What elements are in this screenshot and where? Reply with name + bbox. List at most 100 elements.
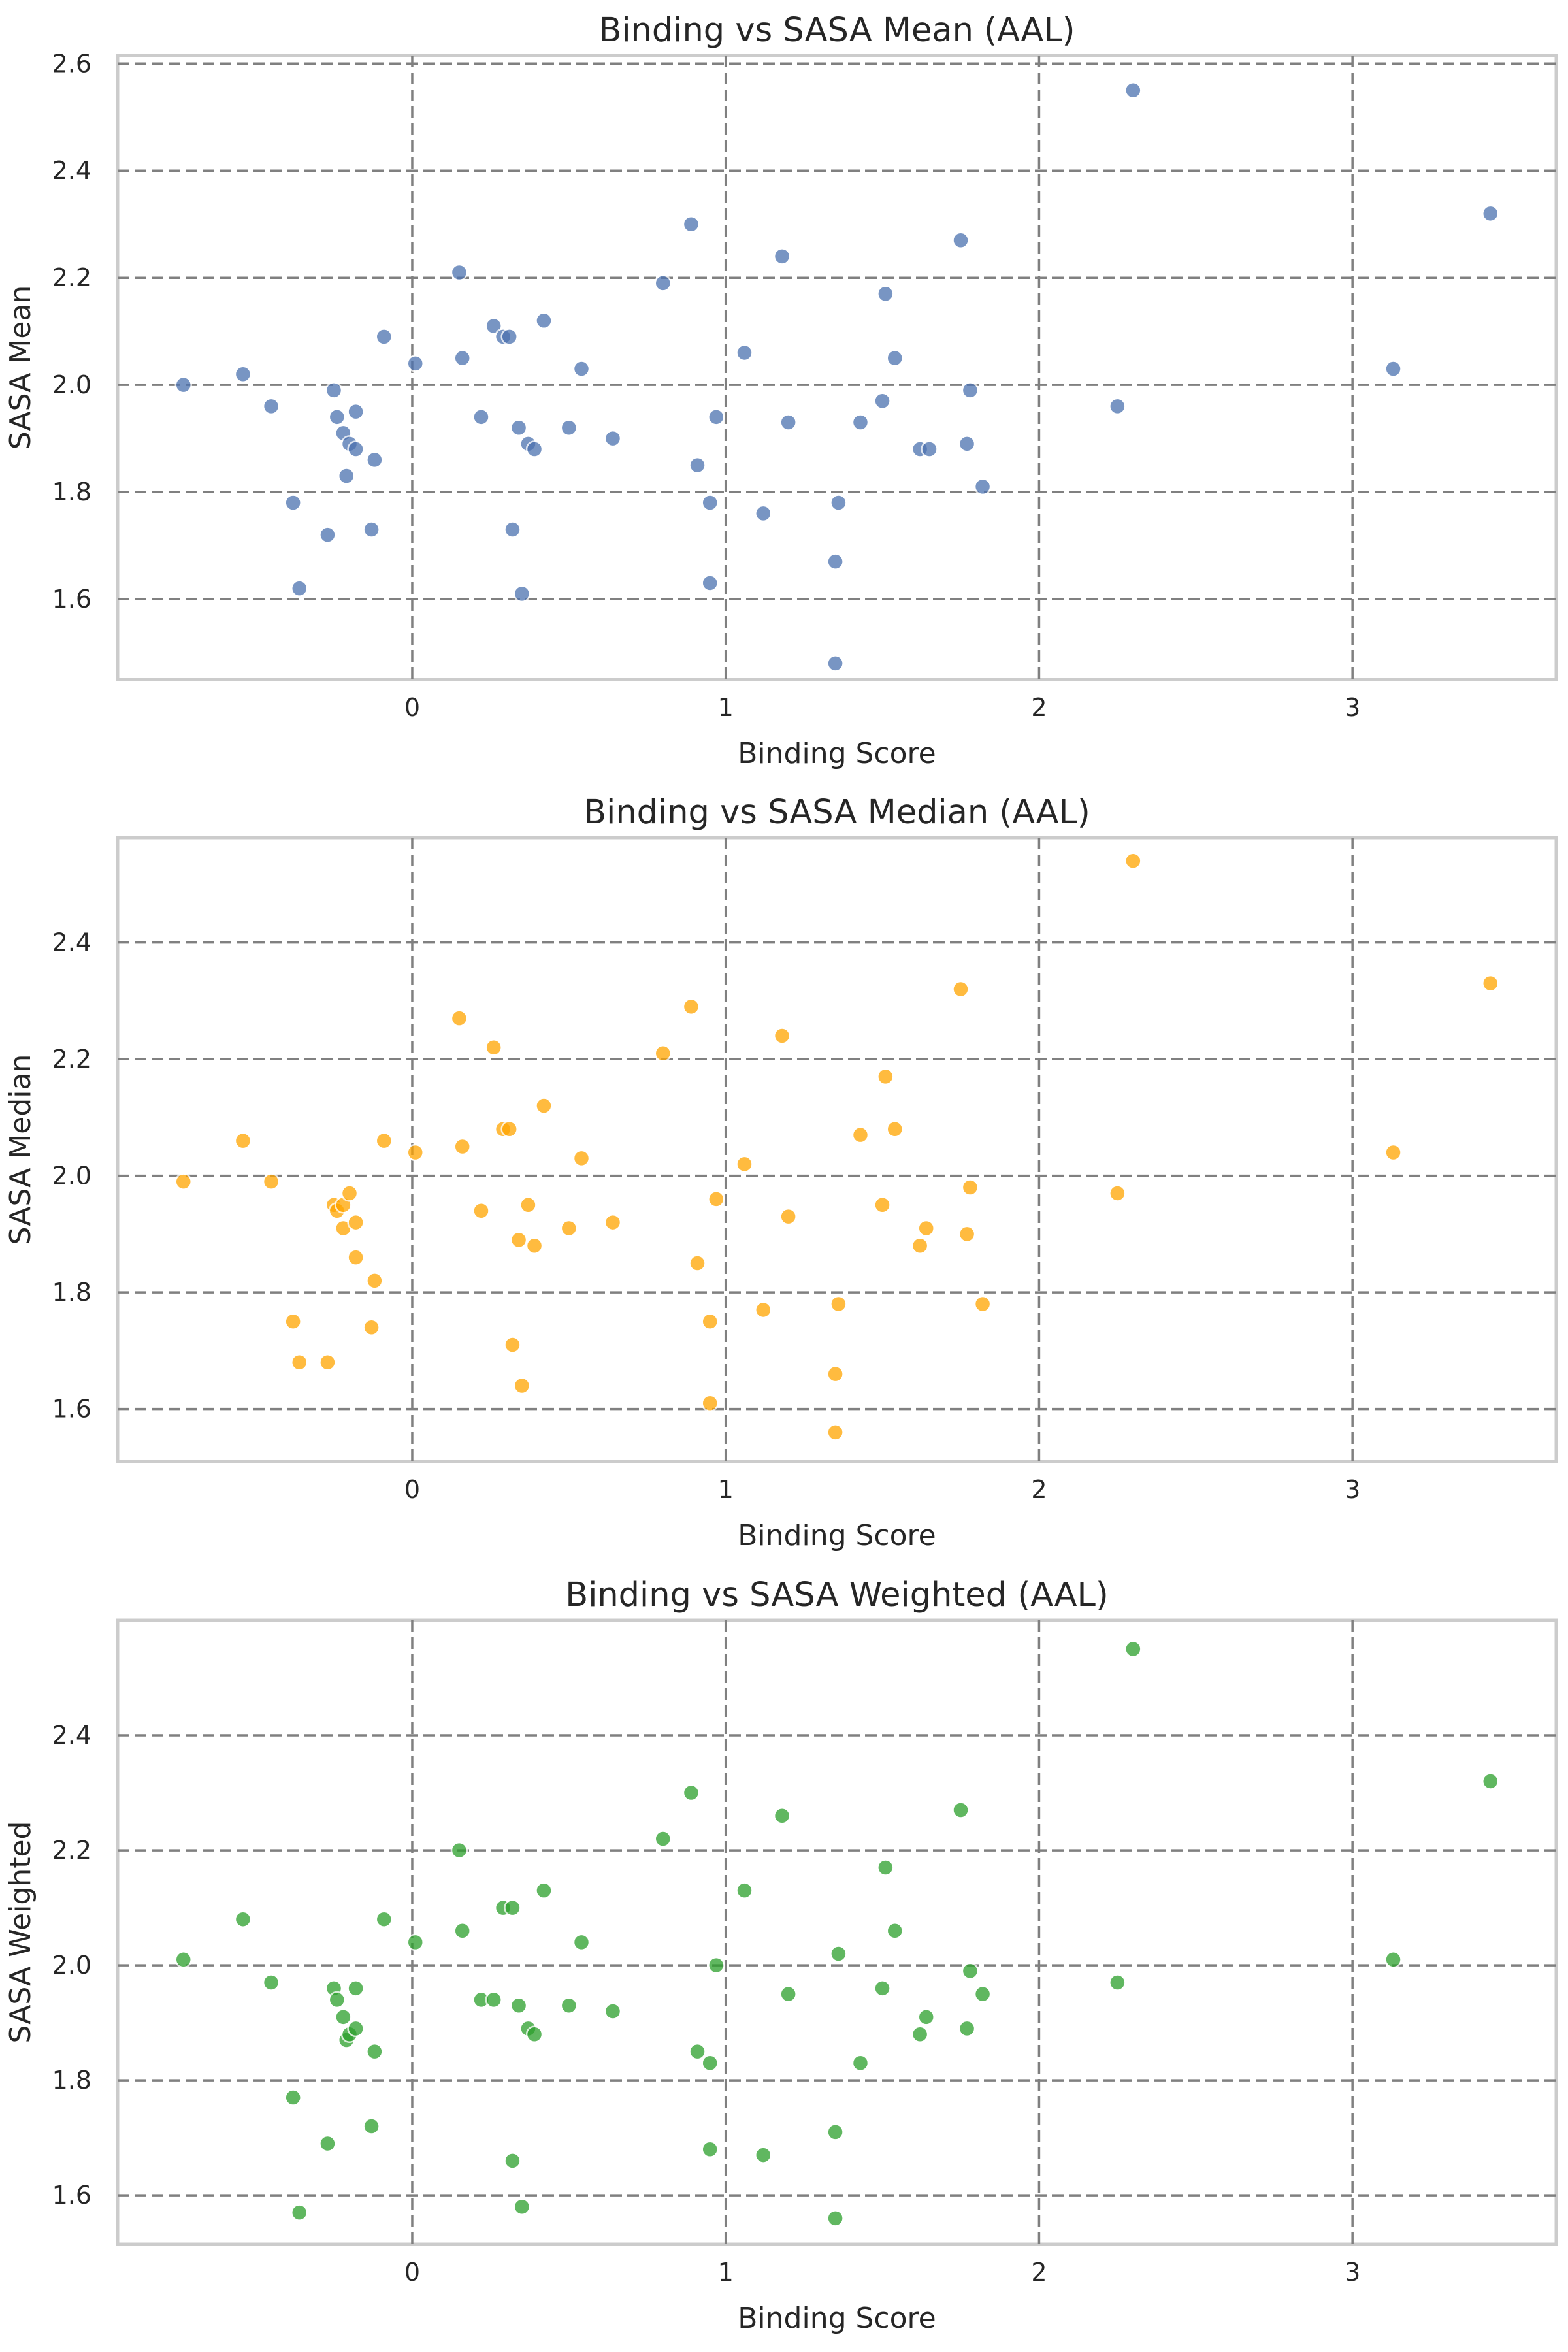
data-point bbox=[367, 452, 382, 468]
data-point bbox=[736, 1883, 752, 1899]
data-point bbox=[574, 361, 589, 377]
data-point bbox=[919, 1220, 934, 1236]
data-point bbox=[574, 1151, 589, 1166]
data-point bbox=[708, 1957, 724, 1973]
data-point bbox=[690, 457, 706, 473]
data-point bbox=[959, 1226, 975, 1242]
data-point bbox=[919, 2009, 934, 2025]
data-point bbox=[348, 1980, 364, 1996]
data-point bbox=[502, 329, 517, 344]
y-tick-label: 2.0 bbox=[52, 1951, 91, 1980]
x-tick-label: 2 bbox=[1031, 693, 1047, 722]
data-point bbox=[959, 436, 975, 451]
data-point bbox=[342, 1185, 357, 1201]
y-axis-label: SASA Median bbox=[4, 1054, 37, 1245]
data-point bbox=[774, 1808, 790, 1823]
panel-sasa-median: 0 1 2 3 1.6 1.8 2.0 2.2 2.4 Binding vs SASA Media… bbox=[4, 793, 1556, 1552]
data-point bbox=[176, 1952, 191, 1967]
data-point bbox=[514, 1378, 530, 1394]
data-point bbox=[367, 2044, 382, 2059]
data-point bbox=[702, 2055, 718, 2071]
data-point bbox=[830, 1296, 846, 1312]
data-point bbox=[364, 521, 380, 537]
data-point bbox=[364, 2119, 380, 2134]
data-point bbox=[828, 554, 843, 570]
data-point bbox=[286, 2090, 301, 2106]
data-point bbox=[853, 2055, 868, 2071]
data-point bbox=[702, 575, 718, 591]
chart-title: Binding vs SASA Mean (AAL) bbox=[598, 11, 1075, 50]
data-point bbox=[875, 1197, 890, 1213]
data-point bbox=[736, 345, 752, 361]
data-point bbox=[348, 1250, 364, 1266]
x-axis-label: Binding Score bbox=[738, 2302, 936, 2335]
data-point bbox=[176, 377, 191, 393]
data-point bbox=[504, 1337, 520, 1352]
data-point bbox=[853, 415, 868, 431]
plot-area bbox=[118, 1620, 1556, 2244]
y-axis-label: SASA Weighted bbox=[4, 1821, 37, 2044]
panel-sasa-mean: 0 1 2 3 1.6 1.8 2.0 2.2 2.4 2.6 Binding vs SASA Me… bbox=[4, 11, 1556, 770]
panel-sasa-weighted: 0 1 2 3 1.6 1.8 2.0 2.2 2.4 Binding vs SASA Weigh… bbox=[4, 1576, 1556, 2335]
data-point bbox=[235, 1133, 251, 1149]
data-point bbox=[655, 1831, 671, 1846]
data-point bbox=[828, 1424, 843, 1440]
data-point bbox=[511, 420, 527, 436]
data-point bbox=[291, 581, 307, 596]
data-point bbox=[708, 1191, 724, 1207]
y-tick-label: 2.4 bbox=[52, 1721, 91, 1750]
data-point bbox=[1125, 82, 1141, 98]
data-point bbox=[702, 1396, 718, 1411]
data-point bbox=[348, 1215, 364, 1230]
data-point bbox=[959, 2021, 975, 2036]
data-point bbox=[319, 2136, 335, 2151]
data-point bbox=[376, 329, 392, 344]
data-point bbox=[376, 1133, 392, 1149]
chart-title: Binding vs SASA Weighted (AAL) bbox=[565, 1576, 1109, 1614]
data-point bbox=[263, 1174, 279, 1190]
data-point bbox=[473, 409, 489, 425]
data-point bbox=[504, 521, 520, 537]
y-axis-label: SASA Mean bbox=[4, 286, 37, 450]
chart-title: Binding vs SASA Median (AAL) bbox=[583, 793, 1090, 832]
data-point bbox=[451, 1011, 467, 1026]
data-point bbox=[176, 1174, 191, 1190]
data-point bbox=[1482, 206, 1498, 221]
data-point bbox=[655, 275, 671, 291]
data-point bbox=[1482, 1773, 1498, 1789]
x-tick-label: 1 bbox=[718, 1475, 734, 1504]
data-point bbox=[329, 1992, 345, 2008]
data-point bbox=[830, 1946, 846, 1962]
data-point bbox=[875, 393, 890, 409]
data-point bbox=[1109, 399, 1125, 414]
x-tick-label: 0 bbox=[404, 2258, 420, 2287]
data-point bbox=[828, 2210, 843, 2226]
data-point bbox=[887, 350, 903, 366]
data-point bbox=[486, 1039, 502, 1055]
y-tick-label: 2.4 bbox=[52, 156, 91, 185]
data-point bbox=[504, 2153, 520, 2168]
data-point bbox=[574, 1935, 589, 1950]
data-point bbox=[408, 1145, 423, 1160]
data-point bbox=[514, 586, 530, 602]
data-point bbox=[338, 468, 354, 483]
data-point bbox=[702, 1314, 718, 1330]
data-point bbox=[953, 233, 968, 248]
data-point bbox=[781, 415, 796, 431]
data-point bbox=[291, 1354, 307, 1370]
data-point bbox=[683, 216, 699, 232]
data-point bbox=[877, 1859, 893, 1875]
data-point bbox=[263, 399, 279, 414]
data-point bbox=[504, 1900, 520, 1916]
y-tick-label: 1.8 bbox=[52, 478, 91, 506]
y-tick-label: 2.6 bbox=[52, 49, 91, 78]
data-point bbox=[514, 2199, 530, 2215]
data-point bbox=[451, 265, 467, 280]
data-point bbox=[690, 1256, 706, 1271]
data-point bbox=[376, 1912, 392, 1927]
data-point bbox=[877, 1069, 893, 1085]
data-point bbox=[690, 2044, 706, 2059]
data-point bbox=[1482, 975, 1498, 991]
data-point bbox=[335, 2009, 351, 2025]
